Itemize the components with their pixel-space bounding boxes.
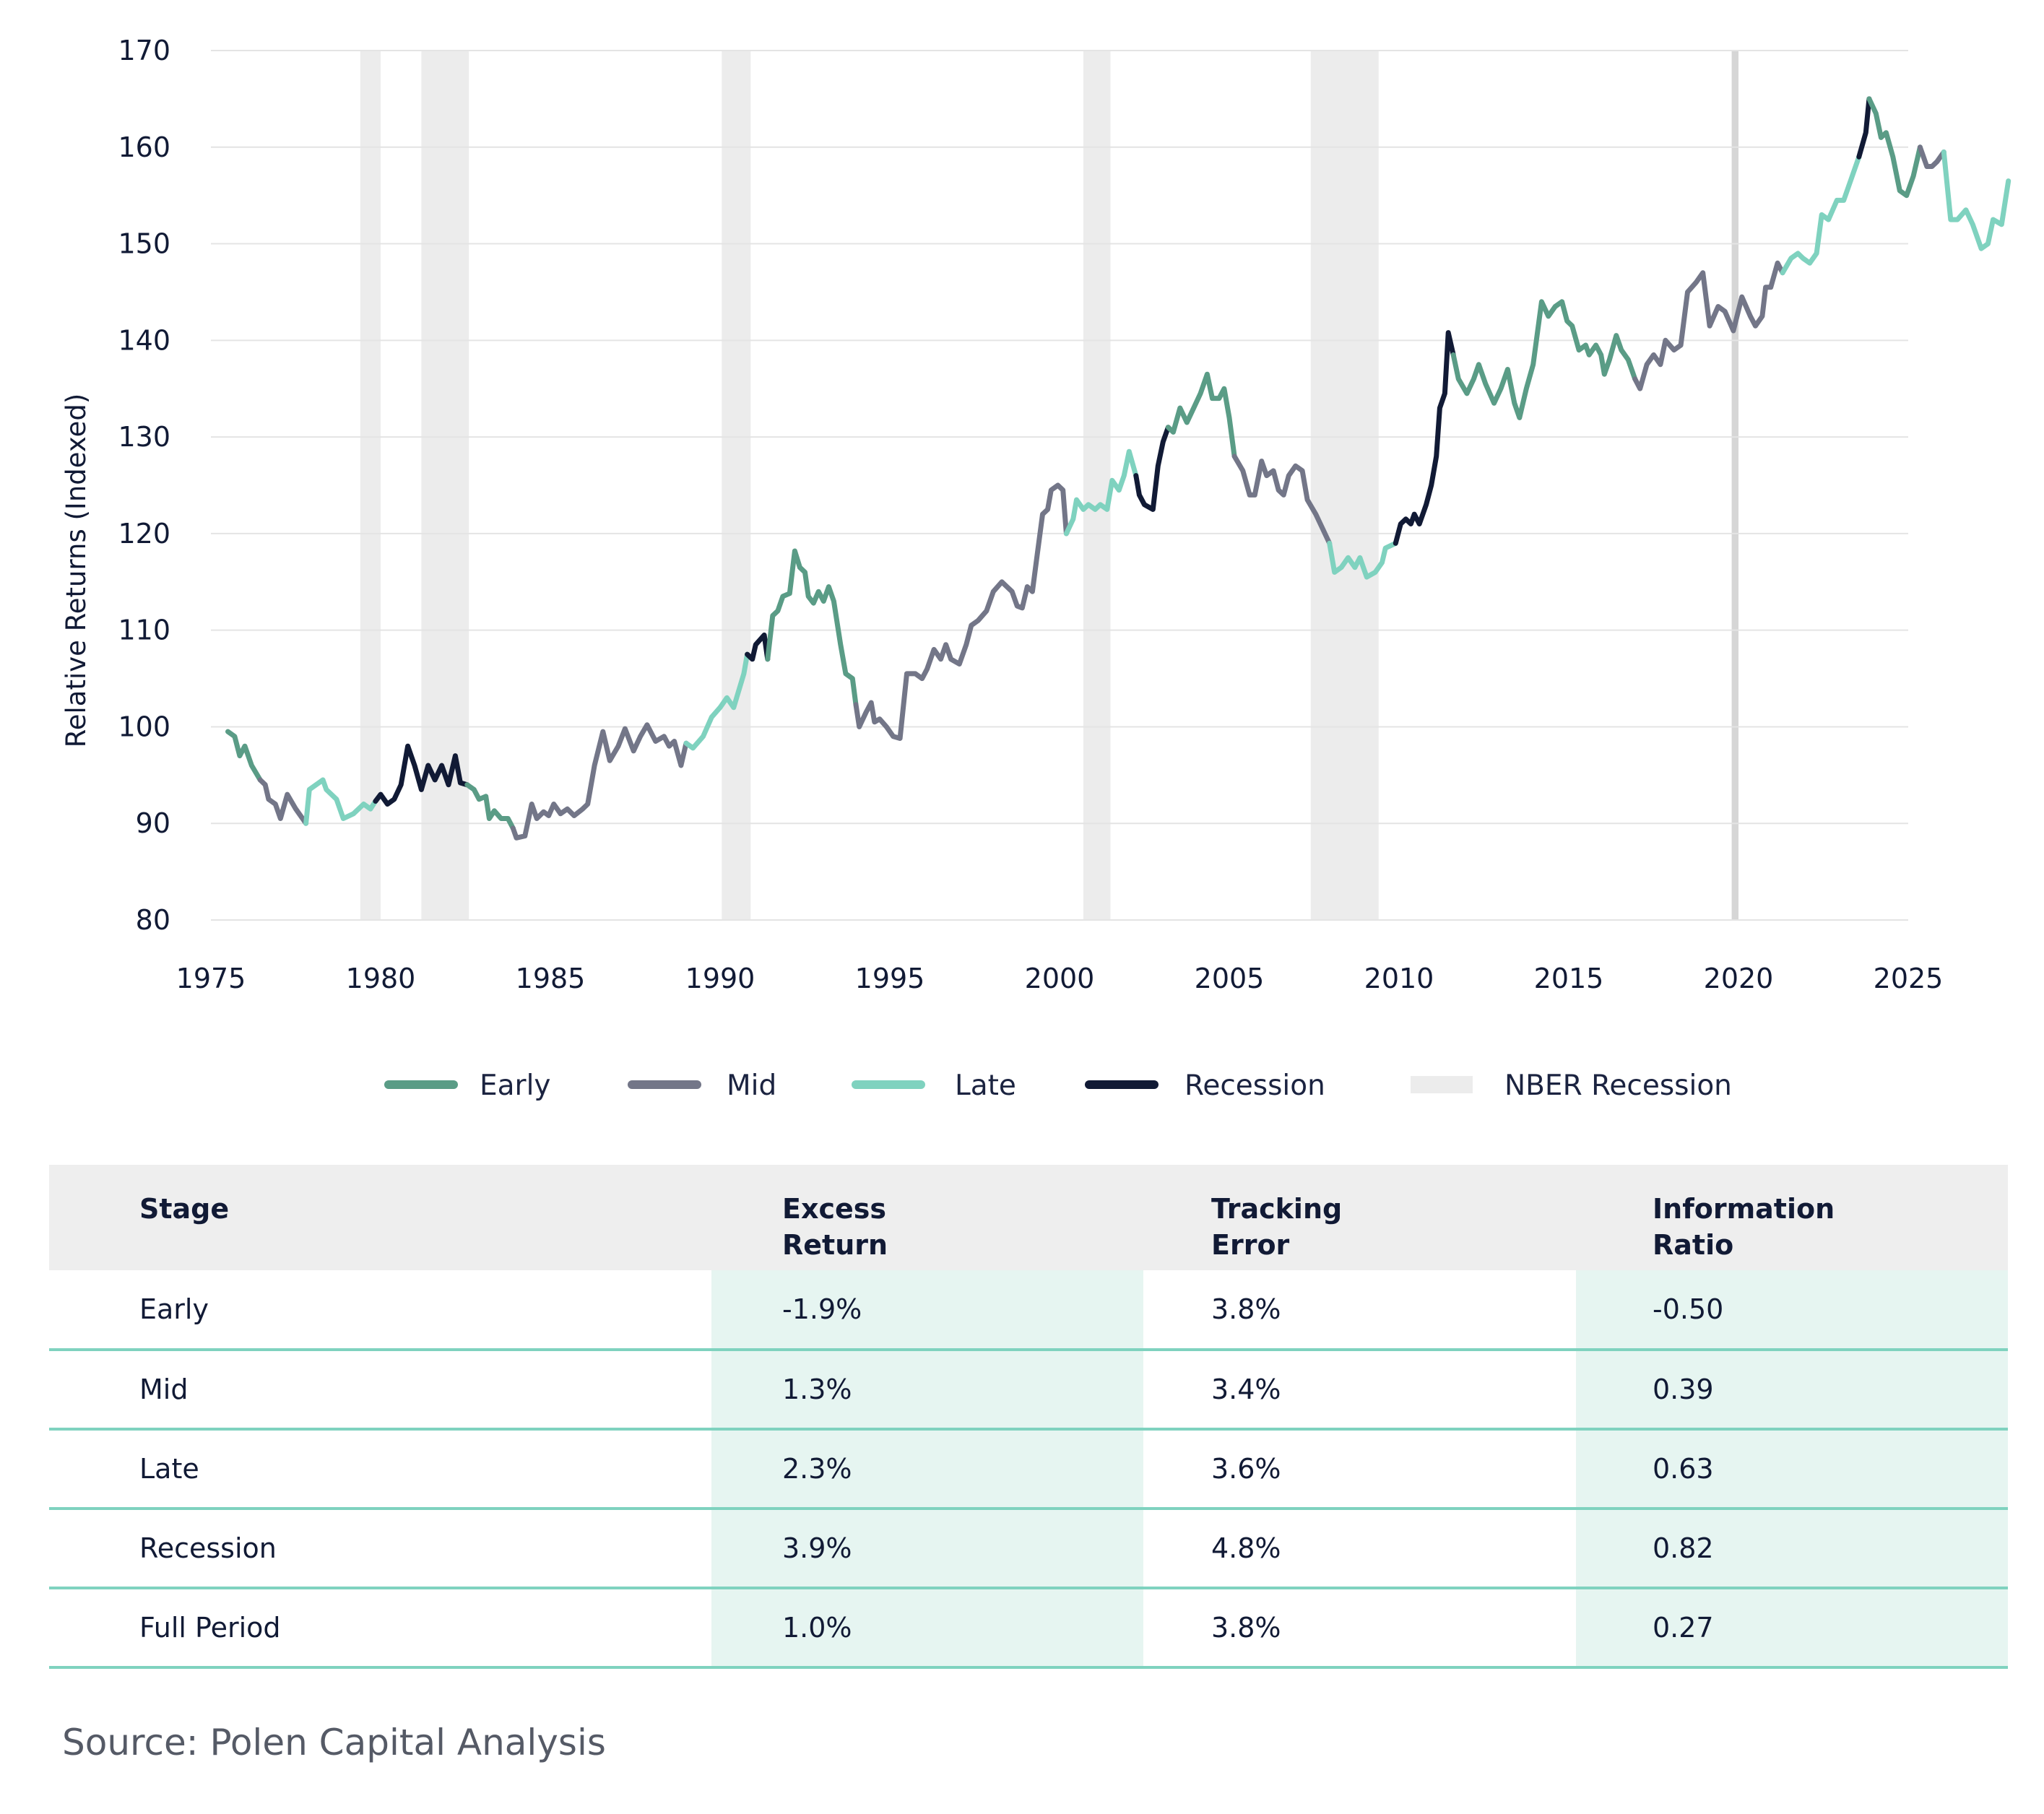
y-axis-ticks: 80 90 100 110 120 130 140 150 160 170 — [118, 35, 170, 936]
series-line-late — [683, 651, 750, 751]
information-ratio-cell: -0.50 — [1576, 1270, 2008, 1351]
tracking-error-cell: 3.8% — [1143, 1270, 1576, 1351]
series-line-mid — [1231, 454, 1333, 546]
y-tick-label: 170 — [118, 35, 170, 66]
table-row: Mid 1.3% 3.4% 0.39 — [49, 1350, 2008, 1431]
series-line-late — [1063, 448, 1139, 537]
x-tick-label: 2020 — [1704, 963, 1774, 994]
legend-label: Early — [480, 1069, 551, 1102]
x-tick-label: 2025 — [1874, 963, 1944, 994]
x-tick-label: 2010 — [1364, 963, 1434, 994]
y-tick-label: 110 — [118, 615, 170, 646]
gridlines — [211, 50, 1908, 921]
y-tick-label: 150 — [118, 228, 170, 260]
information-ratio-cell: 0.27 — [1576, 1588, 2008, 1669]
series-line-recession — [1856, 96, 1872, 160]
stats-table: Stage Excess Return Tracking Error Informa… — [49, 1165, 2008, 1669]
series-line-early — [464, 782, 516, 831]
header-stage: Stage — [49, 1165, 711, 1270]
information-ratio-cell: 0.39 — [1576, 1350, 2008, 1431]
series-line-early — [1165, 371, 1237, 459]
series-line-late — [303, 777, 378, 826]
information-ratio-cell: 0.82 — [1576, 1509, 2008, 1589]
legend-label: Late — [955, 1069, 1016, 1102]
series-line-mid — [1632, 260, 1785, 391]
legend-label: NBER Recession — [1504, 1069, 1732, 1102]
nber-recession-bands — [360, 51, 1738, 920]
x-tick-label: 2000 — [1025, 963, 1095, 994]
excess-return-cell: 2.3% — [711, 1429, 1143, 1510]
nber-recession-band — [1083, 51, 1111, 920]
excess-return-cell: 1.0% — [711, 1588, 1143, 1669]
legend: Early Mid Late Recession NBER Recession — [384, 1069, 1732, 1102]
series-line-recession — [1133, 425, 1171, 512]
tracking-error-cell: 3.6% — [1143, 1429, 1576, 1510]
y-tick-label: 160 — [118, 131, 170, 163]
table-header-row: Stage Excess Return Tracking Error Informa… — [49, 1165, 2008, 1270]
series-line-mid — [1917, 144, 1946, 169]
y-tick-label: 90 — [136, 807, 170, 839]
series-line-late — [1780, 154, 1862, 276]
series-line-mid — [510, 722, 689, 841]
nber-recession-band — [421, 51, 469, 920]
y-tick-label: 140 — [118, 324, 170, 356]
y-tick-label: 120 — [118, 518, 170, 550]
stage-cell: Recession — [49, 1509, 711, 1589]
series-line-early — [225, 729, 263, 783]
x-axis-ticks: 1975 1980 1985 1990 1995 2000 2005 2010 2015 2020… — [176, 963, 1944, 994]
nber-recession-band — [722, 51, 751, 920]
x-tick-label: 1985 — [516, 963, 586, 994]
table-row: Early -1.9% 3.8% -0.50 — [49, 1270, 2008, 1351]
header-excess-return: Excess Return — [711, 1165, 1143, 1270]
series-line-recession — [745, 632, 771, 662]
y-axis-title: Relative Returns (Indexed) — [61, 394, 92, 748]
table-row: Late 2.3% 3.6% 0.63 — [49, 1429, 2008, 1510]
table-row: Full Period 1.0% 3.8% 0.27 — [49, 1588, 2008, 1669]
tracking-error-cell: 3.4% — [1143, 1350, 1576, 1431]
excess-return-cell: 1.3% — [711, 1350, 1143, 1431]
nber-recession-band — [360, 51, 381, 920]
header-information-ratio: Information Ratio — [1576, 1165, 2008, 1270]
series-line-early — [1866, 96, 1923, 199]
stage-cell: Early — [49, 1270, 711, 1351]
x-tick-label: 1990 — [685, 963, 755, 994]
x-tick-label: 2015 — [1534, 963, 1604, 994]
stage-cell: Full Period — [49, 1588, 711, 1669]
stage-cell: Mid — [49, 1350, 711, 1431]
legend-label: Recession — [1185, 1069, 1325, 1102]
stage-cell: Late — [49, 1429, 711, 1510]
x-tick-label: 1975 — [176, 963, 246, 994]
relative-returns-chart: 80 90 100 110 120 130 140 150 160 170 1975 1980 198… — [61, 35, 2011, 1102]
y-tick-label: 80 — [136, 904, 170, 936]
nber-recession-band — [1731, 51, 1738, 920]
excess-return-cell: -1.9% — [711, 1270, 1143, 1351]
nber-recession-band — [1310, 51, 1379, 920]
x-tick-label: 1980 — [346, 963, 416, 994]
series-line-early — [765, 548, 859, 708]
x-tick-label: 2005 — [1195, 963, 1265, 994]
x-tick-label: 1995 — [855, 963, 925, 994]
tracking-error-cell: 3.8% — [1143, 1588, 1576, 1669]
table-row: Recession 3.9% 4.8% 0.82 — [49, 1509, 2008, 1589]
source-note: Source: Polen Capital Analysis — [62, 1722, 606, 1763]
series-line-early — [1450, 299, 1638, 420]
series-line-late — [1941, 149, 2011, 251]
legend-label: Mid — [727, 1069, 776, 1102]
series-line-recession — [373, 743, 470, 807]
information-ratio-cell: 0.63 — [1576, 1429, 2008, 1510]
series-line-recession — [1393, 330, 1456, 546]
series-line-late — [1327, 540, 1398, 580]
series-line-mid — [257, 777, 309, 826]
legend-swatch-nber-recession — [1411, 1076, 1473, 1093]
tracking-error-cell: 4.8% — [1143, 1509, 1576, 1589]
series-line-mid — [853, 482, 1069, 741]
excess-return-cell: 3.9% — [711, 1509, 1143, 1589]
series-lines — [225, 96, 2011, 841]
header-tracking-error: Tracking Error — [1143, 1165, 1576, 1270]
y-tick-label: 100 — [118, 711, 170, 742]
y-tick-label: 130 — [118, 421, 170, 453]
